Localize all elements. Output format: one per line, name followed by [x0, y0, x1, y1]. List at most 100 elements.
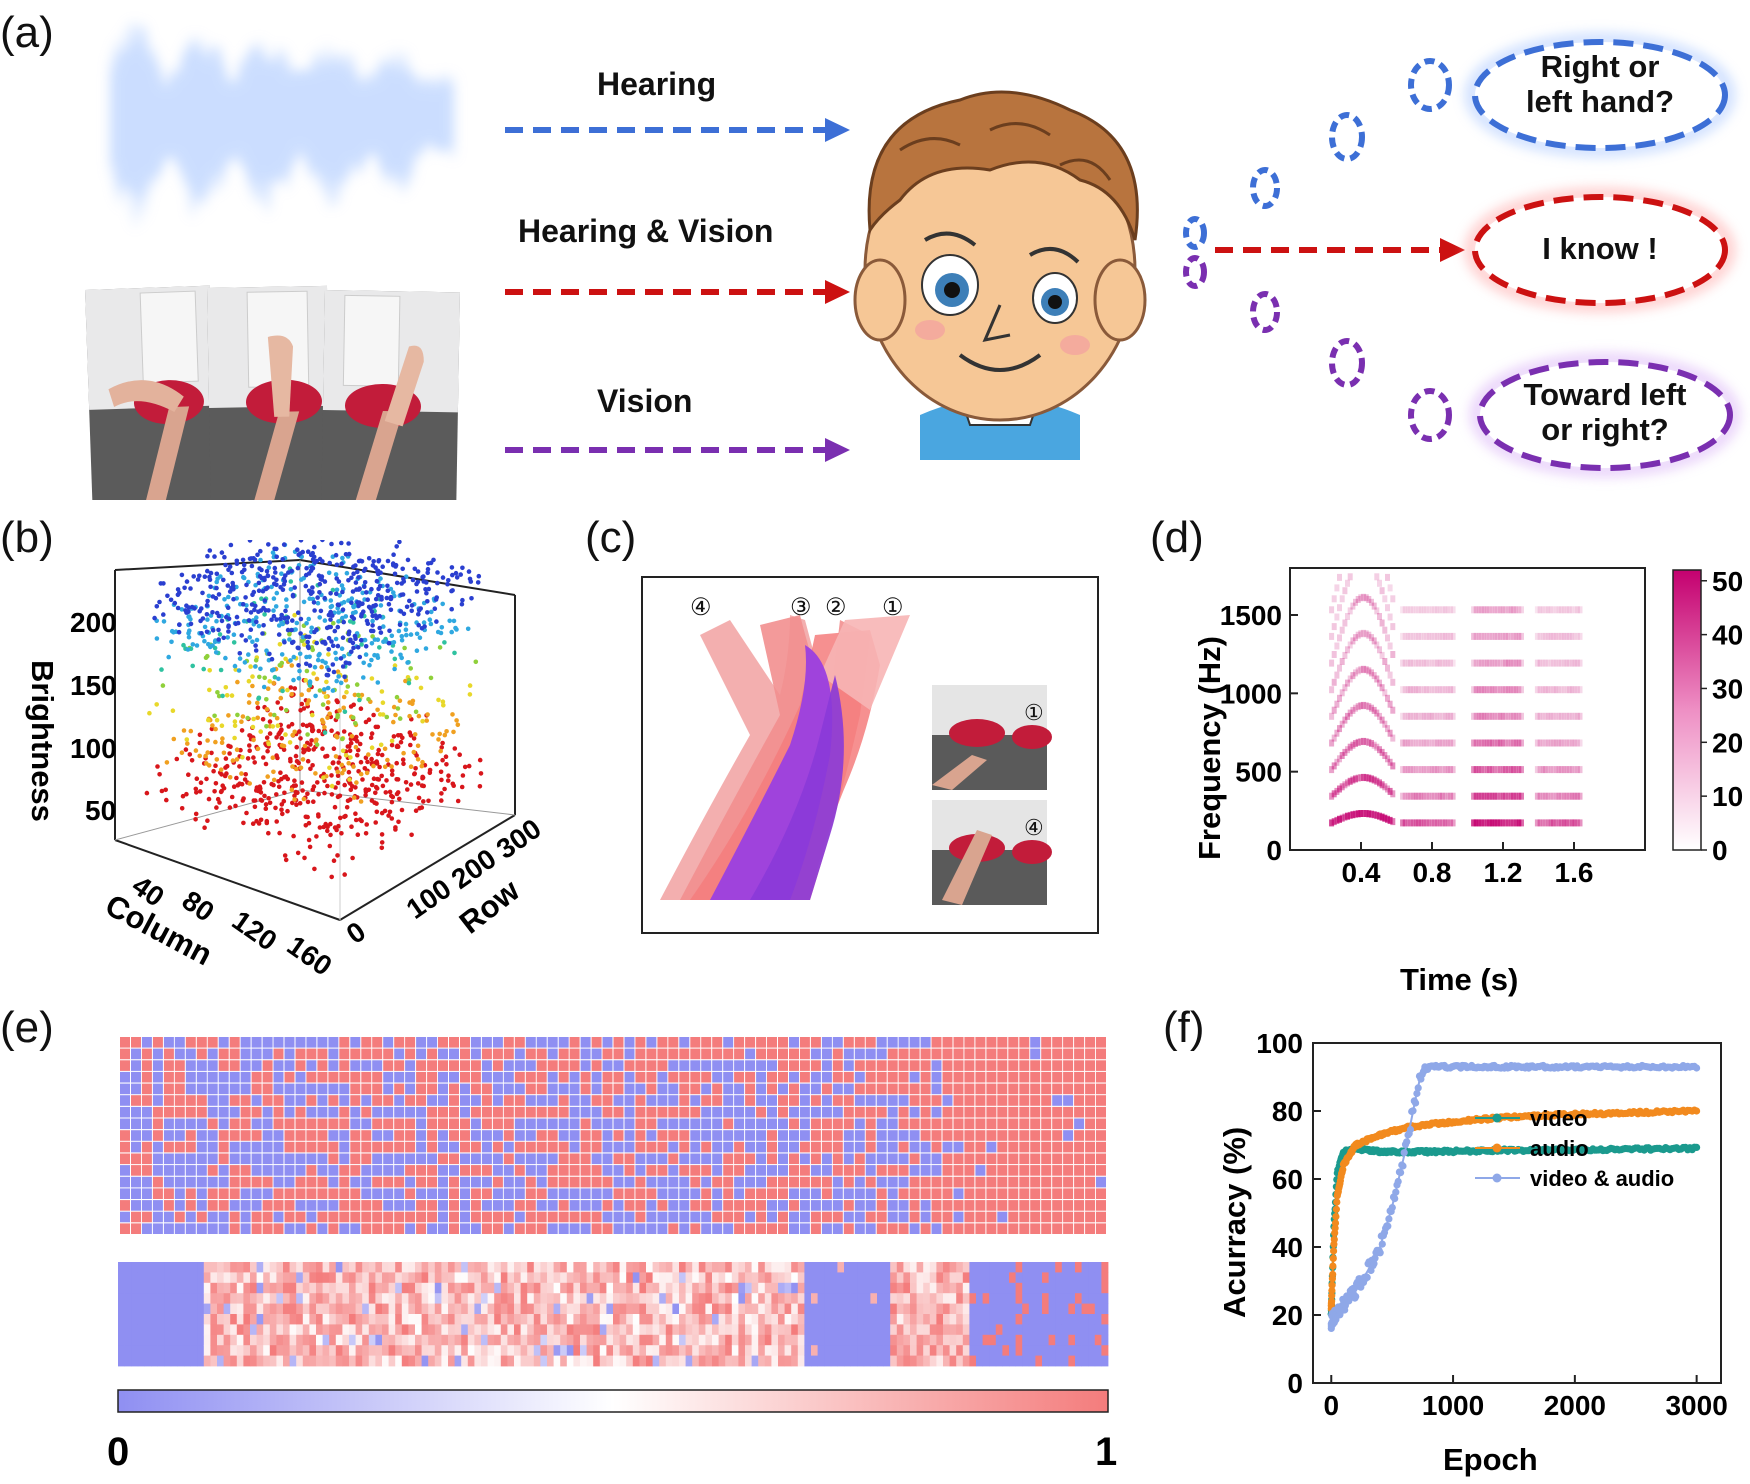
e-grid-cell: [558, 1071, 569, 1083]
d-spec-cell: [1577, 606, 1583, 614]
b-point: [322, 687, 327, 692]
e-heat-cell: [573, 1272, 581, 1284]
b-point: [354, 682, 360, 687]
e-grid-cell: [679, 1118, 690, 1130]
e-heat-cell: [296, 1272, 304, 1284]
b-point: [408, 666, 414, 671]
e-heat-cell: [217, 1334, 224, 1346]
e-heat-cell: [296, 1293, 304, 1304]
e-heat-cell: [626, 1282, 634, 1294]
b-point: [240, 557, 246, 563]
e-grid-cell: [865, 1223, 876, 1234]
e-grid-cell: [734, 1095, 745, 1106]
e-grid-cell: [514, 1200, 525, 1211]
e-heat-cell: [197, 1303, 205, 1315]
b-point: [339, 583, 345, 588]
e-heat-cell: [520, 1324, 528, 1336]
e-heat-cell: [599, 1293, 607, 1304]
e-grid-cell: [569, 1223, 580, 1234]
d-spec-cell: [1424, 712, 1429, 720]
b-point: [333, 733, 339, 739]
e-heat-cell: [461, 1334, 469, 1346]
e-grid-cell: [865, 1188, 876, 1199]
e-heat-cell: [190, 1282, 198, 1294]
e-heat-cell: [342, 1303, 350, 1315]
e-heat-cell: [210, 1303, 218, 1315]
e-grid-cell: [624, 1165, 635, 1176]
e-grid-cell: [460, 1118, 470, 1130]
d-spec-cell: [1577, 739, 1583, 747]
e-grid-cell: [821, 1141, 832, 1153]
d-spec-cell: [1537, 792, 1543, 800]
d-spec-cell: [1577, 686, 1583, 694]
b-point: [399, 634, 405, 639]
b-point: [299, 577, 304, 582]
e-heat-cell: [184, 1272, 191, 1284]
e-grid-cell: [712, 1048, 723, 1060]
e-grid-cell: [712, 1118, 723, 1130]
e-grid-cell: [163, 1106, 174, 1118]
e-heat-cell: [408, 1314, 416, 1325]
b-point: [439, 798, 444, 803]
d-spec-cell: [1450, 792, 1456, 800]
e-grid-cell: [306, 1095, 317, 1106]
e-grid-cell: [920, 1153, 931, 1165]
b-point: [165, 593, 170, 599]
e-heat-cell: [243, 1272, 251, 1284]
e-grid-cell: [460, 1165, 470, 1176]
e-heat-cell: [118, 1303, 125, 1315]
b-point: [344, 805, 350, 810]
e-grid-cell: [789, 1118, 799, 1130]
d-spec-cell: [1564, 792, 1570, 800]
e-grid-cell: [690, 1200, 701, 1211]
b-point: [334, 587, 340, 593]
b-point: [416, 795, 422, 801]
e-grid-cell: [624, 1048, 635, 1060]
e-grid-cell: [350, 1095, 361, 1106]
b-point: [363, 793, 368, 798]
b-point: [309, 565, 315, 570]
e-grid-cell: [361, 1071, 372, 1083]
e-grid-cell: [317, 1153, 328, 1165]
e-grid-cell: [470, 1037, 481, 1048]
e-heat-cell: [210, 1355, 218, 1367]
e-grid-cell: [887, 1153, 898, 1165]
e-grid-cell: [580, 1141, 591, 1153]
e-grid-cell: [306, 1141, 317, 1153]
b-point: [290, 618, 295, 623]
e-heat-cell: [118, 1345, 125, 1356]
e-grid-cell: [843, 1071, 854, 1083]
d-spec-cell: [1445, 712, 1451, 720]
d-spec-cell: [1503, 712, 1508, 720]
d-spec-cell: [1473, 819, 1479, 827]
e-grid-cell: [613, 1106, 624, 1118]
b-point: [226, 594, 231, 600]
b-point: [288, 579, 294, 584]
e-grid-cell: [196, 1048, 207, 1060]
b-point: [292, 686, 298, 691]
e-grid-cell: [492, 1130, 503, 1141]
b-point: [252, 804, 258, 810]
b-point: [258, 548, 263, 554]
d-spec-cell: [1558, 819, 1564, 827]
e-heat-cell: [421, 1293, 429, 1304]
b-point: [204, 602, 210, 608]
e-heat-cell: [190, 1324, 198, 1336]
b-point: [290, 732, 296, 738]
e-heat-cell: [474, 1282, 482, 1294]
b-point: [373, 613, 378, 618]
e-grid-cell: [163, 1211, 174, 1223]
b-point: [440, 699, 446, 704]
b-point: [379, 773, 385, 779]
d-spec-cell: [1337, 815, 1342, 823]
b-point: [333, 754, 339, 759]
e-grid-cell: [481, 1118, 492, 1130]
e-heat-cell: [454, 1303, 462, 1315]
b-point: [409, 603, 415, 608]
e-grid-cell: [975, 1106, 986, 1118]
b-point: [438, 769, 444, 775]
e-heat-cell: [712, 1324, 719, 1336]
e-grid-cell: [723, 1176, 734, 1188]
e-heat-cell: [342, 1262, 350, 1273]
d-spec-cell: [1382, 814, 1388, 822]
